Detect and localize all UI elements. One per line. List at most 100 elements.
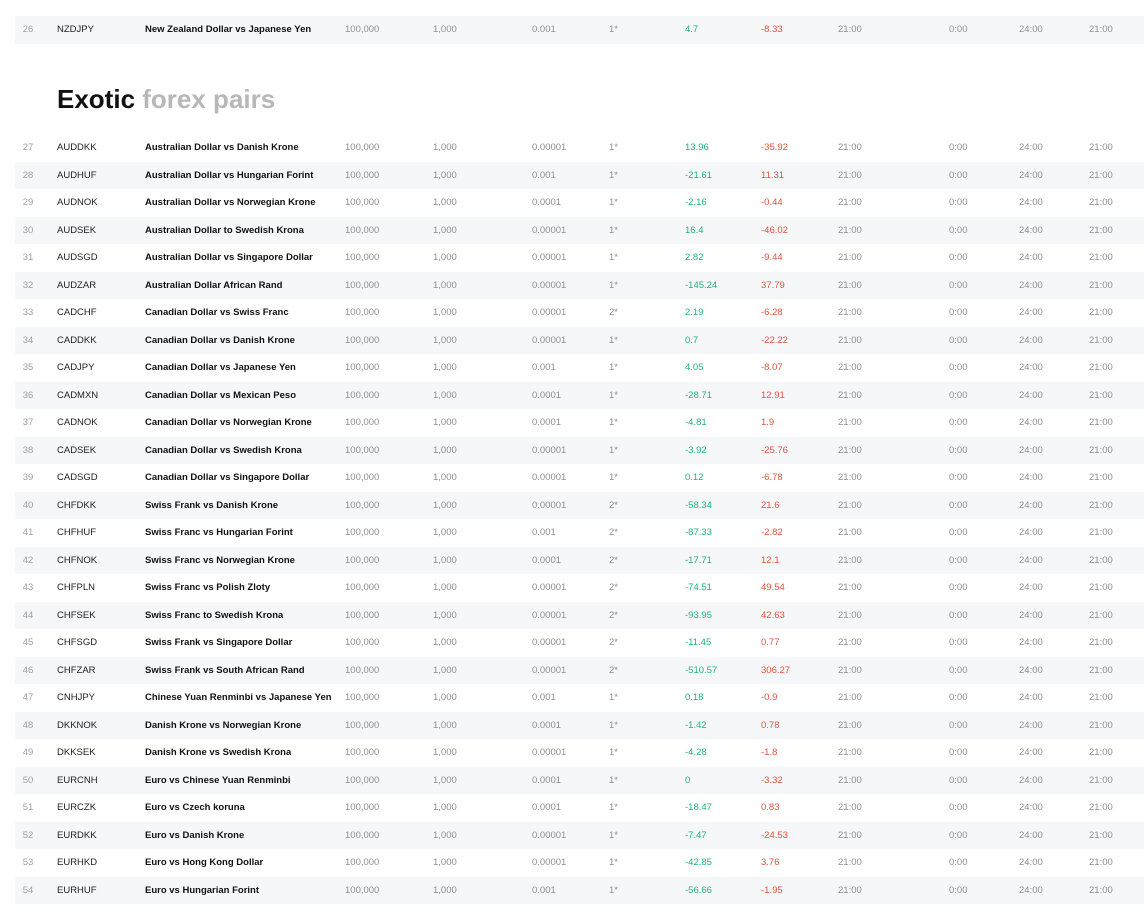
swap-long-cell: 4.05 [685,362,704,374]
trading-hours-start-cell: 21:00 [838,279,862,291]
contract-size-cell: 100,000 [345,224,380,236]
swap-long-cell: -56.66 [685,884,712,896]
table-row: 35 CADJPY Canadian Dollar vs Japanese Yen 1… [15,354,1144,382]
trading-hours-end-cell: 21:00 [1089,829,1113,841]
row-number-cell: 32 [22,279,34,291]
min-trade-size-cell: 1,000 [433,774,457,786]
trading-hours-close-cell: 24:00 [1019,389,1043,401]
instrument-name-cell: Swiss Franc vs Norwegian Krone [145,554,295,566]
tick-size-cell: 0.001 [532,884,556,896]
trading-hours-end-cell: 21:00 [1089,747,1113,759]
symbol-cell: CADNOK [57,417,98,429]
trading-hours-start-cell: 21:00 [838,857,862,869]
tick-size-cell: 0.00001 [532,334,567,346]
margin-cell: 2* [609,527,618,539]
trading-hours-close-cell: 24:00 [1019,692,1043,704]
instrument-name-cell: Australian Dollar vs Hungarian Forint [145,169,314,181]
swap-short-cell: -6.28 [761,307,783,319]
symbol-cell: AUDHUF [57,169,97,181]
table-row: 30 AUDSEK Australian Dollar to Swedish Kro… [15,216,1144,244]
trading-hours-end-cell: 21:00 [1089,692,1113,704]
trading-hours-close-cell: 24:00 [1019,472,1043,484]
margin-cell: 1* [609,224,618,236]
row-number-cell: 41 [22,527,34,539]
margin-cell: 1* [609,472,618,484]
swap-long-cell: 2.82 [685,252,704,264]
symbol-cell: CHFDKK [57,499,97,511]
row-number-cell: 33 [22,307,34,319]
row-number-cell: 44 [22,609,34,621]
row-number-cell: 31 [22,252,34,264]
trading-hours-start-cell: 21:00 [838,142,862,154]
row-number-cell: 34 [22,334,34,346]
table-row: 34 CADDKK Canadian Dollar vs Danish Krone 1… [15,326,1144,354]
table-row: 29 AUDNOK Australian Dollar vs Norwegian K… [15,189,1144,217]
symbol-cell: CHFPLN [57,582,96,594]
trading-hours-start-cell: 21:00 [838,417,862,429]
tick-size-cell: 0.00001 [532,747,567,759]
trading-hours-close-cell: 24:00 [1019,142,1043,154]
min-trade-size-cell: 1,000 [433,279,457,291]
tick-size-cell: 0.00001 [532,637,567,649]
trading-hours-open-cell: 0:00 [949,802,968,814]
instrument-name-cell: Swiss Frank vs Singapore Dollar [145,637,293,649]
margin-cell: 1* [609,774,618,786]
swap-long-cell: -74.51 [685,582,712,594]
margin-cell: 1* [609,389,618,401]
instrument-name-cell: Swiss Frank vs South African Rand [145,664,305,676]
tick-size-cell: 0.001 [532,169,556,181]
tick-size-cell: 0.001 [532,24,556,36]
min-trade-size-cell: 1,000 [433,197,457,209]
min-trade-size-cell: 1,000 [433,884,457,896]
instrument-name-cell: Euro vs Czech koruna [145,802,245,814]
tick-size-cell: 0.00001 [532,472,567,484]
swap-long-cell: 0.7 [685,334,699,346]
trading-hours-end-cell: 21:00 [1089,472,1113,484]
symbol-cell: CADJPY [57,362,95,374]
swap-long-cell: -145.24 [685,279,718,291]
trading-hours-close-cell: 24:00 [1019,664,1043,676]
row-number-cell: 30 [22,224,34,236]
min-trade-size-cell: 1,000 [433,169,457,181]
trading-hours-start-cell: 21:00 [838,197,862,209]
swap-long-cell: -4.81 [685,417,707,429]
trading-hours-close-cell: 24:00 [1019,637,1043,649]
contract-size-cell: 100,000 [345,389,380,401]
trading-hours-start-cell: 21:00 [838,829,862,841]
symbol-cell: EURHUF [57,884,97,896]
trading-hours-start-cell: 21:00 [838,362,862,374]
table-row: 40 CHFDKK Swiss Frank vs Danish Krone 100,0… [15,491,1144,519]
contract-size-cell: 100,000 [345,362,380,374]
trading-hours-open-cell: 0:00 [949,169,968,181]
trading-hours-open-cell: 0:00 [949,24,968,36]
swap-short-cell: 0.78 [761,719,780,731]
swap-long-cell: 0.18 [685,692,704,704]
swap-short-cell: 306.27 [761,664,791,676]
trading-hours-start-cell: 21:00 [838,444,862,456]
instrument-name-cell: Canadian Dollar vs Japanese Yen [145,362,296,374]
swap-long-cell: -93.95 [685,609,712,621]
tick-size-cell: 0.001 [532,692,556,704]
trading-hours-end-cell: 21:00 [1089,499,1113,511]
min-trade-size-cell: 1,000 [433,444,457,456]
trading-hours-close-cell: 24:00 [1019,417,1043,429]
trading-hours-close-cell: 24:00 [1019,527,1043,539]
trading-hours-open-cell: 0:00 [949,472,968,484]
trading-hours-open-cell: 0:00 [949,499,968,511]
table-row: 36 CADMXN Canadian Dollar vs Mexican Peso 1… [15,381,1144,409]
swap-long-cell: -17.71 [685,554,712,566]
row-number-cell: 43 [22,582,34,594]
tick-size-cell: 0.0001 [532,417,562,429]
margin-cell: 1* [609,362,618,374]
trading-hours-start-cell: 21:00 [838,609,862,621]
min-trade-size-cell: 1,000 [433,527,457,539]
trading-hours-start-cell: 21:00 [838,884,862,896]
trading-hours-start-cell: 21:00 [838,747,862,759]
instrument-name-cell: Australian Dollar vs Norwegian Krone [145,197,316,209]
margin-cell: 2* [609,307,618,319]
trading-hours-open-cell: 0:00 [949,444,968,456]
swap-short-cell: -35.92 [761,142,788,154]
table-row: 31 AUDSGD Australian Dollar vs Singapore D… [15,244,1144,272]
margin-cell: 1* [609,802,618,814]
symbol-cell: CHFNOK [57,554,98,566]
